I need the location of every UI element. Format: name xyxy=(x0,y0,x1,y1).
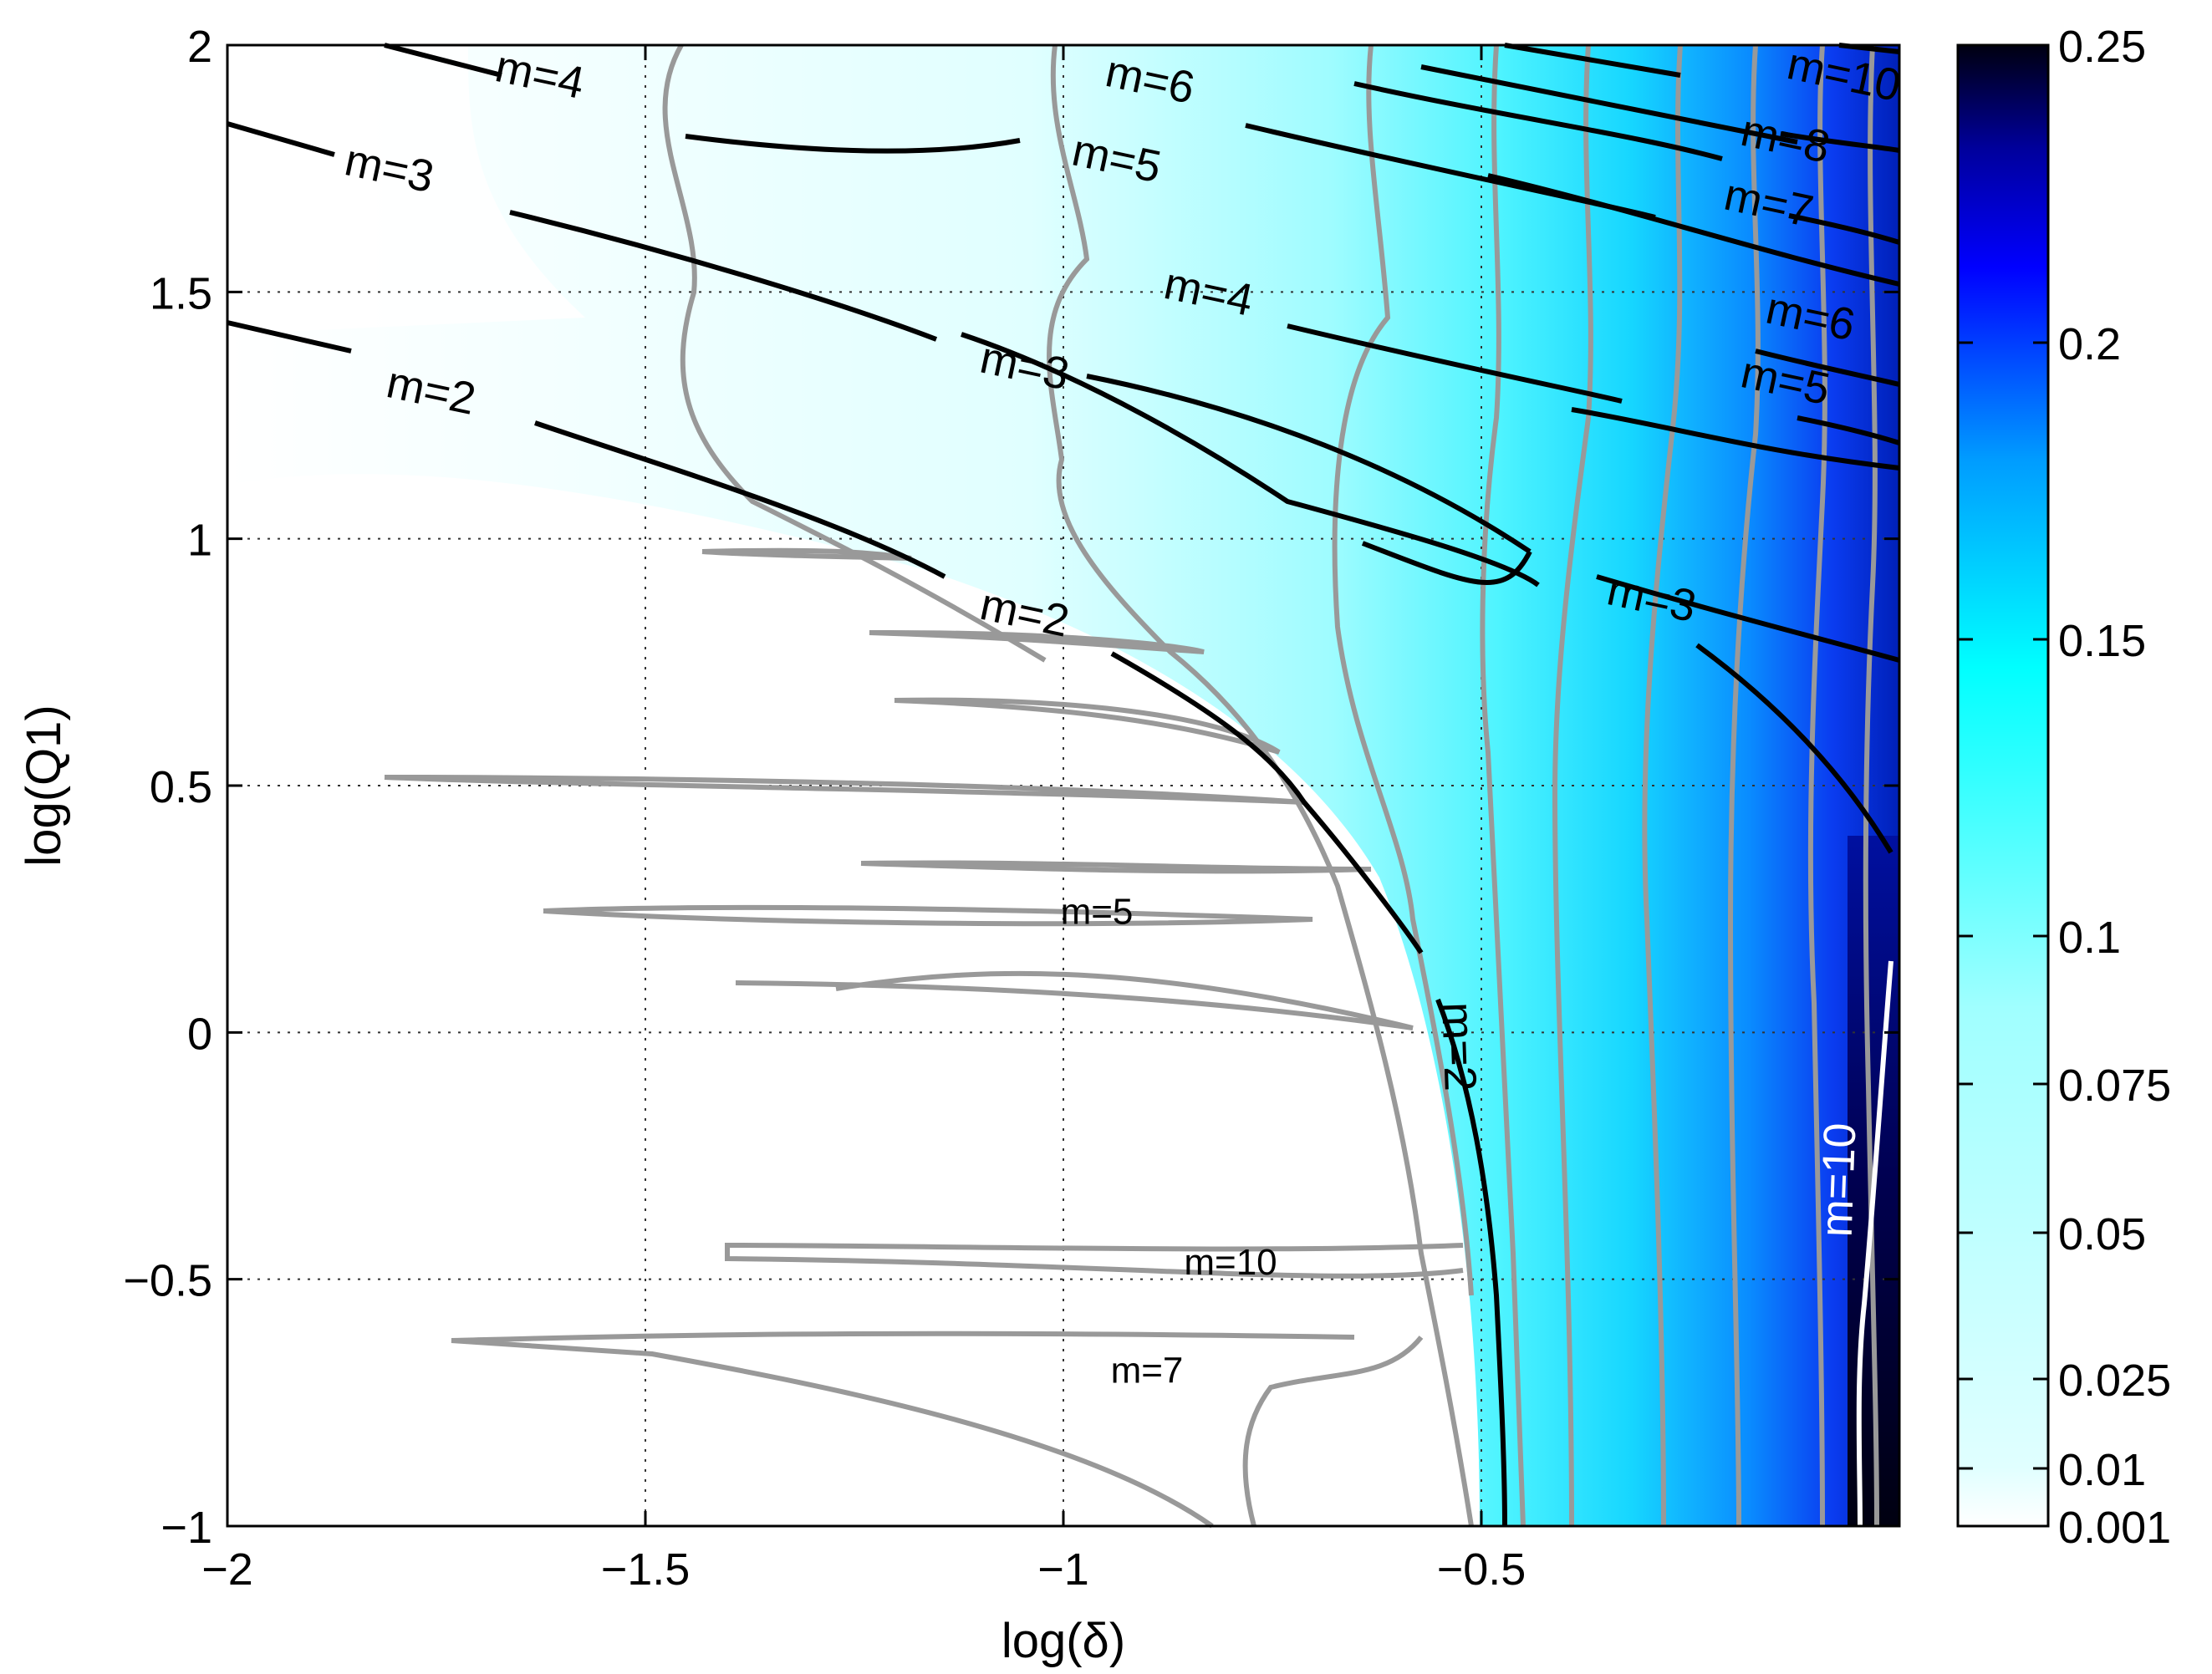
gray-contour xyxy=(1552,44,1593,1527)
y-tick-label: 1 xyxy=(187,516,212,566)
colorbar-tick-label: 0.25 xyxy=(2058,22,2146,72)
colorbar-tick-label: 0.05 xyxy=(2058,1209,2146,1259)
colorbar-tick-label: 0.025 xyxy=(2058,1356,2171,1406)
colorbar-tick-label: 0.001 xyxy=(2058,1503,2171,1553)
contour-label: m=10 xyxy=(1184,1242,1277,1283)
x-tick-label: −1.5 xyxy=(601,1544,691,1595)
black-contour xyxy=(1435,998,1507,1527)
y-tick-label: 0.5 xyxy=(150,762,212,812)
gray-contour xyxy=(1047,44,1474,1527)
black-contour xyxy=(227,320,352,354)
gray-contour xyxy=(1332,44,1474,1296)
y-tick-label: 1.5 xyxy=(150,268,212,318)
gray-contour xyxy=(1242,1336,1424,1527)
y-tick-label: 2 xyxy=(187,22,212,72)
colorbar-gradient xyxy=(1956,43,2050,1528)
gray-contour xyxy=(725,1242,1464,1279)
black-contour xyxy=(1797,415,1900,445)
colorbar-tick-label: 0.15 xyxy=(2058,616,2146,666)
black-contour xyxy=(1571,407,1900,471)
black-contour xyxy=(509,210,938,342)
contour-label: m=7 xyxy=(1111,1351,1184,1392)
black-contour xyxy=(227,121,335,157)
y-tick-label: −1 xyxy=(161,1503,212,1553)
white-contours xyxy=(1856,960,1893,1527)
y-tick-label: −0.5 xyxy=(123,1256,212,1306)
black-contour xyxy=(1353,81,1723,161)
black-contour xyxy=(1780,131,1900,153)
colorbar-ticks: 0.001 0.01 0.025 0.05 0.075 0.1 0.15 0.2 0.25 xyxy=(1958,22,2171,1553)
black-contour xyxy=(1755,349,1900,387)
colorbar-tick-label: 0.01 xyxy=(2058,1445,2146,1495)
black-contour xyxy=(384,43,502,78)
black-contour xyxy=(1110,651,1424,954)
black-contour xyxy=(1361,541,1532,585)
white-contour xyxy=(1856,960,1893,1527)
x-axis-label: log(δ) xyxy=(1002,1614,1125,1668)
grid xyxy=(227,45,1899,1526)
gray-contour xyxy=(735,970,1414,1030)
y-axis-label: log(Q1) xyxy=(17,705,71,866)
colorbar xyxy=(1956,43,2050,1528)
black-contour xyxy=(1086,374,1532,554)
upper-left-blank xyxy=(227,45,585,334)
x-tick-label: −2 xyxy=(201,1544,253,1595)
gray-contour xyxy=(1480,44,1526,1527)
black-contour xyxy=(685,134,1021,154)
gray-contour xyxy=(451,1331,1355,1529)
gray-contour xyxy=(543,904,1313,927)
black-contour xyxy=(1504,43,1681,78)
black-contour xyxy=(1287,323,1623,404)
gray-contour xyxy=(1642,44,1683,1527)
contour-label: m=5 xyxy=(1061,891,1134,932)
blank-region xyxy=(227,474,1480,1526)
x-axis: −2 −1.5 −1 −0.5 xyxy=(201,45,1526,1595)
contour-label: m=2 xyxy=(1432,1001,1486,1092)
gray-contour xyxy=(894,697,1281,755)
black-contour xyxy=(534,420,946,579)
gray-contour xyxy=(1727,44,1761,1527)
gray-contour xyxy=(662,43,1047,663)
black-contour xyxy=(1420,64,1798,145)
y-axis: −1 −0.5 0 0.5 1 1.5 2 xyxy=(123,22,1899,1553)
black-contour xyxy=(1695,643,1893,854)
gray-contours xyxy=(384,43,1879,1529)
colorbar-tick-label: 0.2 xyxy=(2058,319,2121,369)
x-tick-label: −1 xyxy=(1037,1544,1089,1595)
x-tick-label: −0.5 xyxy=(1437,1544,1526,1595)
colorbar-tick-label: 0.1 xyxy=(2058,913,2121,963)
y-tick-label: 0 xyxy=(187,1009,212,1059)
contour-label: m=10 xyxy=(1812,1122,1866,1239)
gray-contour xyxy=(1863,44,1879,1527)
black-contour xyxy=(961,332,1540,588)
gray-contour xyxy=(860,860,1372,874)
black-contour xyxy=(1487,173,1900,287)
black-contour xyxy=(1788,213,1900,245)
black-contours xyxy=(227,43,1900,1527)
black-contour xyxy=(1596,574,1900,663)
colorbar-tick-label: 0.075 xyxy=(2058,1061,2171,1111)
gray-contour xyxy=(869,629,1205,654)
